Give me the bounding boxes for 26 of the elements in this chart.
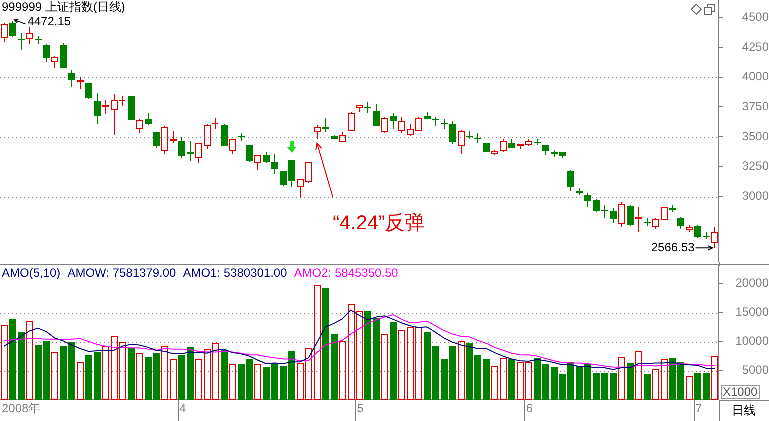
text: 日线 bbox=[732, 403, 756, 418]
x-axis-title: 2008年 bbox=[2, 401, 41, 416]
y-tick-label: 4250 bbox=[742, 40, 769, 54]
y-tick-label: 10000 bbox=[736, 334, 769, 348]
annotation: AMOW: 7581379.00 bbox=[68, 266, 176, 280]
chart-title: AMO(5,10) bbox=[2, 266, 61, 280]
annotation: “4.24”反弹 bbox=[333, 212, 426, 235]
annotation: 2566.53 bbox=[651, 240, 696, 254]
y-tick-label: 20000 bbox=[736, 276, 769, 290]
y-tick-label: 15000 bbox=[736, 304, 769, 319]
x-tick-label: 5 bbox=[357, 402, 364, 416]
x-tick-label: 6 bbox=[526, 402, 534, 416]
y-axis-title: X1000 bbox=[721, 385, 760, 399]
y-tick-label: 4500 bbox=[742, 10, 769, 24]
y-tick-label: 3250 bbox=[742, 159, 769, 174]
y-tick-label: 4000 bbox=[742, 70, 769, 84]
y-tick-label: 3500 bbox=[742, 129, 769, 144]
y-tick-label: 3000 bbox=[742, 188, 769, 203]
y-tick-label: 3750 bbox=[742, 99, 769, 114]
x-tick-label: 4 bbox=[180, 402, 187, 416]
chart-title: 999999 上证指数(日线) bbox=[2, 0, 126, 14]
y-tick-label: 5000 bbox=[742, 363, 769, 378]
annotation: 4472.15 bbox=[28, 14, 72, 28]
text: AMO1: 5380301.00 bbox=[183, 266, 288, 280]
text: AMO2: 5845350.50 bbox=[294, 266, 398, 280]
x-tick-label: 7 bbox=[696, 402, 703, 416]
